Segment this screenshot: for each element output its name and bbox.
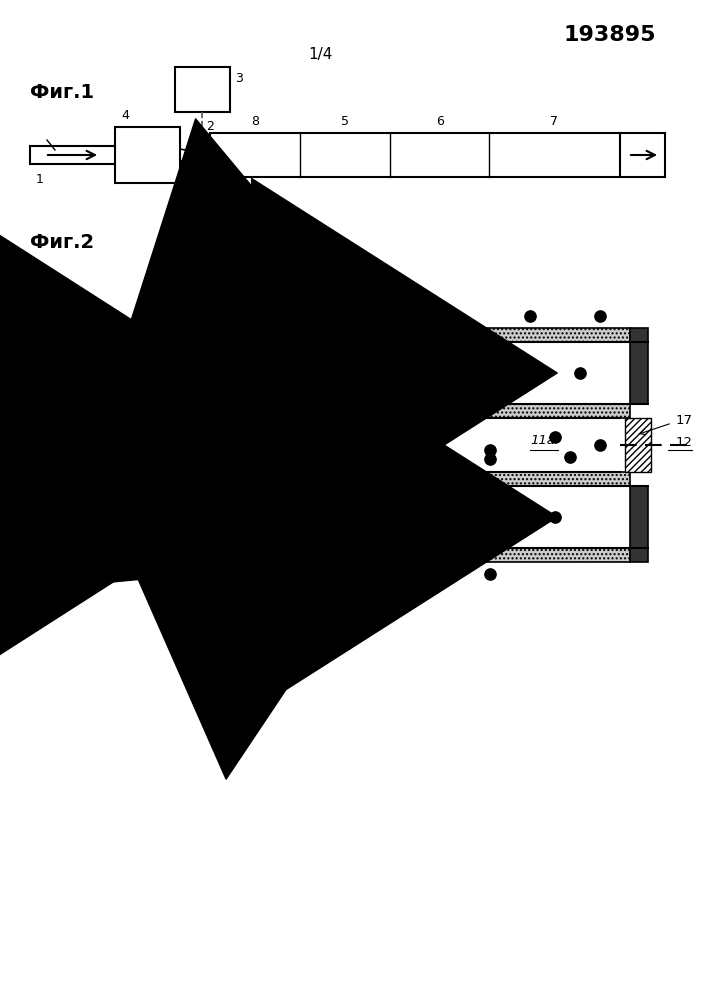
Bar <box>210 548 630 562</box>
Text: 11: 11 <box>86 512 103 524</box>
Text: 1/4: 1/4 <box>308 47 332 62</box>
Bar <box>210 133 620 177</box>
Bar <box>630 328 648 404</box>
Text: 16: 16 <box>168 423 185 436</box>
Text: 3: 3 <box>235 72 243 85</box>
Bar <box>390 133 489 177</box>
Text: 13: 13 <box>148 477 165 490</box>
Text: 12: 12 <box>676 436 693 450</box>
Text: Фиг.2: Фиг.2 <box>30 232 94 251</box>
Text: 6: 6 <box>436 115 443 128</box>
Text: 12a: 12a <box>365 508 390 520</box>
Bar <box>175 67 230 112</box>
Bar <box>489 133 620 177</box>
Text: 17: 17 <box>676 414 693 426</box>
Text: 4: 4 <box>121 109 129 122</box>
Bar <box>210 472 630 486</box>
Bar <box>300 133 390 177</box>
Text: 11a: 11a <box>530 434 555 446</box>
Text: 1: 1 <box>36 173 44 186</box>
Text: 2: 2 <box>206 120 214 133</box>
Text: 12a: 12a <box>365 363 390 376</box>
Text: Фиг.1: Фиг.1 <box>30 83 94 102</box>
Text: 8: 8 <box>251 115 259 128</box>
Bar <box>210 404 630 418</box>
Bar <box>210 328 630 342</box>
Bar <box>115 127 180 183</box>
Text: 10: 10 <box>121 340 138 354</box>
Bar <box>192 328 210 404</box>
Bar <box>625 418 651 472</box>
Text: 16: 16 <box>168 567 185 580</box>
Bar <box>192 486 210 562</box>
Bar <box>210 133 300 177</box>
Text: 193895: 193895 <box>563 25 656 45</box>
Text: 7: 7 <box>551 115 559 128</box>
Bar <box>630 486 648 562</box>
Text: 9: 9 <box>247 300 255 312</box>
Text: 5: 5 <box>341 115 349 128</box>
